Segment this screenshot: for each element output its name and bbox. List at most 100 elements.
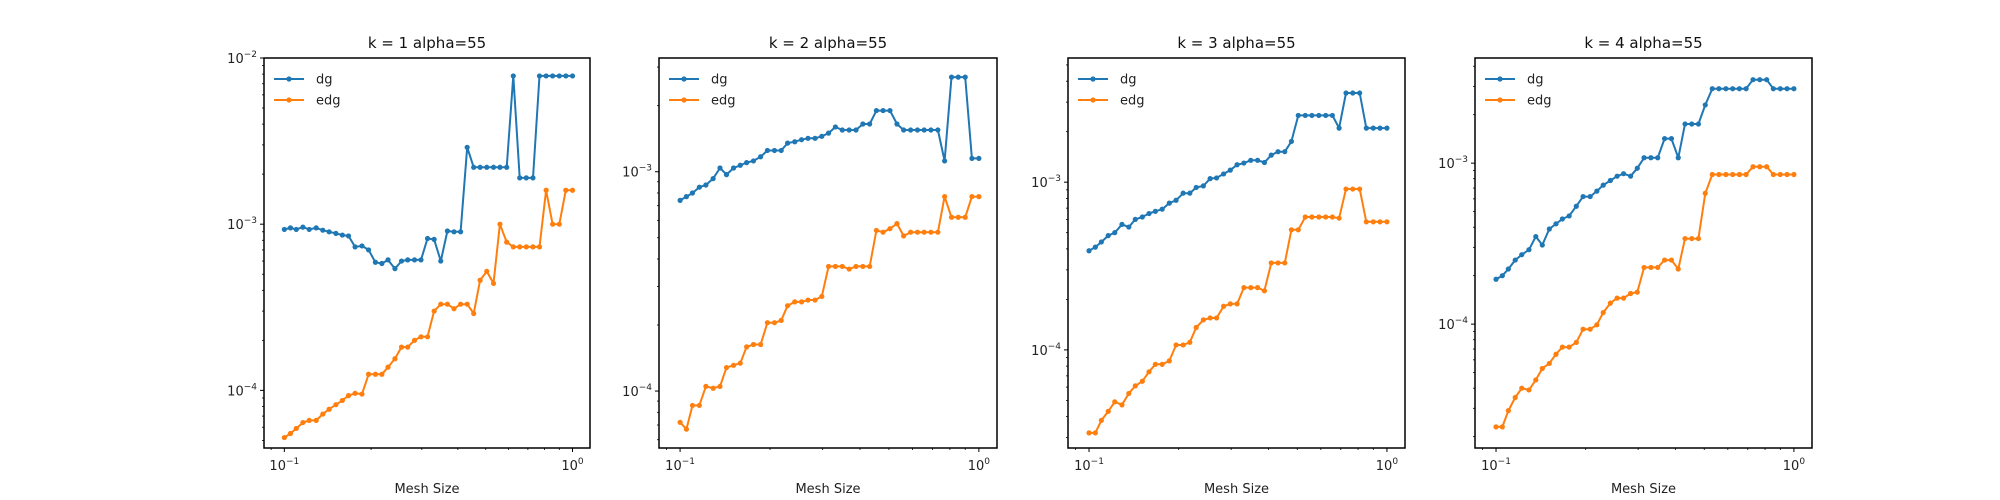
data-point-dg (1709, 86, 1715, 92)
data-point-dg (860, 121, 866, 127)
data-point-dg (306, 226, 312, 233)
chart-title: k = 1 alpha=55 (368, 34, 486, 52)
data-point-edg (703, 383, 709, 390)
data-point-dg (1628, 173, 1634, 179)
plot-frame (1067, 57, 1406, 449)
data-point-dg (1499, 273, 1505, 279)
data-point-dg (1559, 216, 1565, 222)
y-tick-label-base: 10 (622, 166, 639, 181)
data-point-edg (1248, 285, 1254, 291)
data-point-edg (1363, 219, 1369, 225)
data-point-dg (1173, 197, 1179, 203)
data-point-dg (1112, 230, 1118, 236)
data-point-dg (424, 235, 431, 242)
data-point-edg (860, 263, 866, 270)
data-point-edg (1573, 339, 1579, 345)
data-point-edg (1533, 377, 1539, 383)
y-tick-label: 10−3 (1031, 174, 1061, 191)
data-point-edg (543, 187, 549, 193)
y-tick-label-exponent: −2 (244, 50, 257, 60)
data-point-dg (1533, 233, 1539, 240)
data-point-dg (1159, 206, 1165, 212)
data-point-dg (293, 226, 299, 233)
data-point-edg (696, 402, 702, 409)
data-point-dg (1716, 86, 1722, 92)
data-point-dg (1750, 77, 1756, 83)
data-point-edg (550, 221, 556, 227)
data-point-dg (1086, 248, 1092, 254)
y-tick-label: 10−3 (227, 216, 257, 233)
data-point-dg (928, 127, 934, 133)
data-point-dg (372, 259, 378, 265)
data-point-edg (928, 229, 934, 235)
x-tick-label: 10−1 (1074, 457, 1104, 474)
data-point-edg (1641, 264, 1647, 271)
y-tick-label-exponent: −3 (639, 164, 652, 174)
data-point-dg (771, 147, 778, 154)
series-line-edg (283, 189, 573, 439)
y-tick-label-exponent: −4 (639, 383, 653, 393)
x-tick-label: 100 (1783, 457, 1806, 474)
data-point-edg (1661, 257, 1668, 263)
data-point-dg (1316, 112, 1322, 119)
data-point-edg (333, 402, 339, 408)
data-point-edg (490, 280, 497, 287)
data-point-edg (1221, 303, 1227, 309)
data-point-dg (846, 127, 852, 133)
data-point-edg (1329, 214, 1335, 220)
data-point-edg (1648, 264, 1654, 271)
data-point-dg (867, 121, 873, 127)
data-point-edg (812, 297, 818, 303)
data-point-edg (1764, 164, 1770, 170)
data-point-dg (484, 164, 490, 170)
x-tick-label: 100 (968, 457, 991, 474)
data-point-dg (556, 73, 562, 79)
data-point-edg (1126, 390, 1132, 397)
data-point-dg (1546, 226, 1552, 232)
data-point-edg (1668, 257, 1675, 263)
data-point-edg (873, 227, 880, 234)
data-point-edg (1207, 315, 1213, 321)
chart-title: k = 2 alpha=55 (769, 34, 887, 52)
data-point-edg (1275, 260, 1281, 266)
data-point-dg (1757, 77, 1763, 83)
data-point-edg (1119, 402, 1125, 408)
data-point-edg (942, 194, 948, 200)
data-point-dg (677, 197, 683, 204)
data-point-edg (805, 297, 811, 303)
data-point-edg (1370, 219, 1376, 225)
x-tick-label-exponent: 0 (1799, 457, 1805, 467)
data-point-edg (792, 299, 798, 305)
data-point-dg (1668, 136, 1675, 142)
data-point-dg (1512, 257, 1518, 263)
x-tick-label-exponent: −1 (286, 457, 299, 467)
data-point-dg (1695, 121, 1702, 127)
data-point-edg (717, 383, 723, 390)
data-point-edg (1580, 326, 1586, 332)
data-point-edg (1607, 300, 1613, 306)
data-point-edg (825, 263, 832, 270)
legend-marker-edg (681, 97, 687, 103)
x-tick-label-base: 10 (665, 459, 682, 474)
data-point-dg (908, 127, 914, 133)
data-point-dg (1248, 157, 1254, 163)
data-point-edg (1750, 164, 1756, 170)
data-point-dg (689, 190, 696, 196)
data-point-edg (398, 344, 405, 350)
data-point-edg (484, 268, 490, 274)
x-tick-label-exponent: −1 (1498, 457, 1511, 467)
data-point-edg (405, 344, 411, 350)
data-point-edg (750, 341, 757, 348)
data-point-dg (1614, 173, 1620, 179)
data-point-edg (962, 214, 968, 220)
x-tick-label: 10−1 (1481, 457, 1511, 474)
data-point-edg (1200, 317, 1206, 323)
data-point-edg (444, 301, 450, 307)
series-line-edg (1089, 188, 1387, 434)
data-point-edg (517, 244, 523, 250)
data-point-edg (464, 301, 470, 307)
data-point-edg (798, 299, 805, 305)
